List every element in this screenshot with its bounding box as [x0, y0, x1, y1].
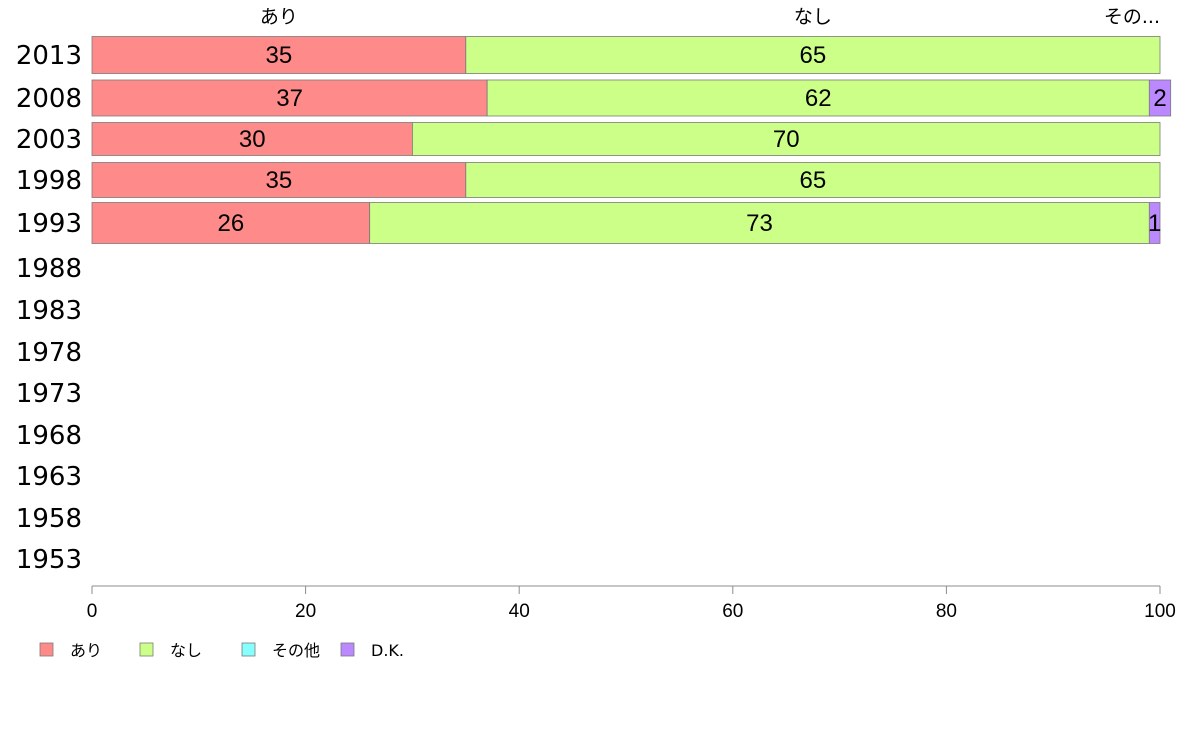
year-label-2008: 2008	[16, 84, 82, 114]
year-label-1983: 1983	[16, 296, 82, 326]
year-axis-labels: 2013 2008 2003 1998 1993 1988 1983 1978 1973 1968…	[16, 41, 82, 575]
legend-label-3: D.K.	[371, 641, 404, 660]
bar-1993-series-0	[91, 202, 371, 244]
top-label-2: その...	[1104, 6, 1160, 28]
year-label-1968: 1968	[16, 421, 82, 451]
year-label-1963: 1963	[16, 462, 82, 492]
data-label-2003-series-0: 30	[239, 126, 266, 153]
data-label-1993-series-0: 26	[217, 210, 244, 237]
legend-swatch-2	[241, 642, 256, 657]
data-label-2013-series-1: 65	[800, 42, 827, 69]
x-tick-label-20: 20	[295, 601, 316, 622]
x-tick-label-60: 60	[722, 601, 743, 622]
legend-label-1: なし	[170, 641, 202, 660]
bars: 35 65 37 62 2 30 70 35 65 26 73 1	[91, 36, 1172, 244]
year-label-1973: 1973	[16, 379, 82, 409]
year-label-2003: 2003	[16, 125, 82, 155]
year-label-1998: 1998	[16, 166, 82, 196]
top-label-1: なし	[794, 6, 832, 28]
legend-label-0: あり	[70, 641, 102, 660]
data-label-2003-series-1: 70	[773, 126, 800, 153]
bar-2008-series-0	[91, 79, 488, 117]
data-label-2008-series-1: 62	[805, 85, 832, 112]
data-label-1998-series-0: 35	[266, 167, 293, 194]
data-label-1993-series-1: 73	[746, 210, 773, 237]
x-axis: 0 20 40 60 80 100	[87, 585, 1176, 622]
bar-1998-series-0	[91, 162, 467, 198]
year-label-2013: 2013	[16, 41, 82, 71]
legend-label-2: その他	[272, 641, 320, 660]
data-label-2008-series-3: 2	[1153, 85, 1166, 112]
year-label-1953: 1953	[16, 545, 82, 575]
x-tick-label-0: 0	[87, 601, 98, 622]
legend-swatch-1	[139, 642, 154, 657]
legend-swatch-0	[39, 642, 54, 657]
top-label-0: あり	[260, 6, 298, 28]
year-label-1978: 1978	[16, 338, 82, 368]
legend-swatch-3	[340, 642, 355, 657]
bar-2003-series-1	[411, 122, 1161, 156]
top-series-labels: あり なし その...	[260, 6, 1160, 28]
bar-2013-series-0	[91, 36, 467, 74]
year-label-1988: 1988	[16, 254, 82, 284]
data-label-2013-series-0: 35	[266, 42, 293, 69]
bar-2003-series-0	[91, 122, 413, 156]
bar-1993-series-3	[1148, 202, 1161, 244]
x-tick-label-100: 100	[1144, 601, 1176, 622]
bar-2013-series-1	[465, 36, 1161, 74]
bar-2008-series-1	[486, 79, 1150, 117]
bar-1998-series-1	[465, 162, 1161, 198]
year-label-1958: 1958	[16, 504, 82, 534]
year-label-1993: 1993	[16, 209, 82, 239]
data-label-1993-series-3: 1	[1148, 210, 1161, 237]
x-tick-label-80: 80	[936, 601, 957, 622]
data-label-2008-series-0: 37	[276, 85, 303, 112]
legend: あり なし その他 D.K.	[39, 641, 404, 660]
bar-1993-series-1	[369, 202, 1150, 244]
data-label-1998-series-1: 65	[800, 167, 827, 194]
x-tick-label-40: 40	[509, 601, 530, 622]
bar-2008-series-3	[1148, 79, 1172, 117]
